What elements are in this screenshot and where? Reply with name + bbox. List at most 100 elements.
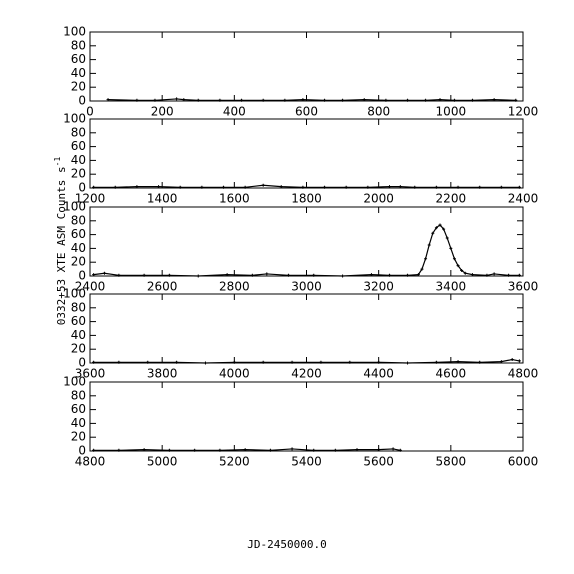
y-tick-label: 20 bbox=[71, 167, 86, 181]
x-tick-label: 5600 bbox=[363, 455, 394, 469]
x-tick-label: 6000 bbox=[508, 455, 539, 469]
data-point bbox=[290, 447, 294, 451]
data-point bbox=[92, 273, 96, 277]
data-point bbox=[135, 185, 139, 189]
data-point bbox=[323, 98, 327, 102]
y-axis-label-text: 0332+53 XTE ASM Counts s bbox=[55, 166, 68, 325]
data-point bbox=[377, 448, 381, 452]
y-tick-label: 0 bbox=[78, 269, 86, 283]
data-point bbox=[499, 360, 503, 364]
y-tick-label: 40 bbox=[71, 241, 86, 255]
y-tick-label: 80 bbox=[71, 300, 86, 314]
data-point bbox=[517, 273, 521, 277]
x-tick-label: 5400 bbox=[291, 455, 322, 469]
data-point bbox=[434, 185, 438, 189]
data-point bbox=[463, 271, 467, 275]
data-point bbox=[142, 273, 146, 277]
data-point bbox=[106, 98, 110, 102]
x-tick-label: 5200 bbox=[219, 455, 250, 469]
y-tick-label: 100 bbox=[63, 375, 86, 389]
data-point bbox=[323, 185, 327, 189]
data-point bbox=[427, 243, 431, 247]
x-tick-label: 1400 bbox=[147, 192, 178, 206]
data-point bbox=[452, 98, 456, 102]
data-point bbox=[92, 185, 96, 189]
data-point bbox=[290, 360, 294, 364]
data-point bbox=[517, 185, 521, 189]
data-point bbox=[153, 98, 157, 102]
data-point bbox=[492, 272, 496, 276]
data-point bbox=[366, 185, 370, 189]
y-tick-label: 20 bbox=[71, 342, 86, 356]
panel-frame bbox=[89, 381, 524, 452]
y-tick-label: 40 bbox=[71, 328, 86, 342]
data-point bbox=[434, 226, 438, 230]
y-tick-label: 100 bbox=[63, 25, 86, 39]
x-tick-label: 1200 bbox=[508, 105, 539, 119]
data-point bbox=[387, 185, 391, 189]
y-tick-label: 20 bbox=[71, 80, 86, 94]
data-point bbox=[398, 448, 402, 452]
data-point bbox=[387, 273, 391, 277]
data-point bbox=[225, 273, 229, 277]
x-tick-label: 2600 bbox=[147, 280, 178, 294]
data-point bbox=[243, 448, 247, 452]
data-point bbox=[319, 360, 323, 364]
data-point bbox=[196, 98, 200, 102]
data-point bbox=[514, 98, 518, 102]
data-point bbox=[344, 185, 348, 189]
data-point bbox=[384, 98, 388, 102]
data-point bbox=[301, 98, 305, 102]
data-point bbox=[391, 447, 395, 451]
y-tick-label: 80 bbox=[71, 125, 86, 139]
data-point bbox=[445, 236, 449, 240]
panel-frame bbox=[89, 293, 524, 364]
data-point bbox=[240, 98, 244, 102]
x-tick-label: 4600 bbox=[436, 367, 467, 381]
data-point bbox=[279, 185, 283, 189]
data-point bbox=[157, 185, 161, 189]
light-curve bbox=[93, 358, 520, 364]
data-point bbox=[460, 268, 464, 272]
x-tick-label: 800 bbox=[367, 105, 390, 119]
y-tick-label: 0 bbox=[78, 444, 86, 458]
y-tick-label: 60 bbox=[71, 227, 86, 241]
data-point bbox=[113, 185, 117, 189]
y-tick-label: 100 bbox=[63, 200, 86, 214]
data-point bbox=[261, 183, 265, 187]
x-tick-label: 2400 bbox=[75, 280, 106, 294]
data-point bbox=[102, 271, 106, 275]
data-point bbox=[452, 257, 456, 261]
data-point bbox=[406, 98, 410, 102]
data-point bbox=[470, 273, 474, 277]
data-point bbox=[348, 360, 352, 364]
x-axis-label: JD-2450000.0 bbox=[247, 538, 326, 551]
y-tick-label: 40 bbox=[71, 153, 86, 167]
panel-frame bbox=[89, 31, 524, 102]
y-tick-label: 60 bbox=[71, 52, 86, 66]
x-tick-label: 4800 bbox=[75, 455, 106, 469]
x-tick-label: 1800 bbox=[291, 192, 322, 206]
data-point bbox=[232, 360, 236, 364]
y-tick-label: 20 bbox=[71, 430, 86, 444]
x-tick-label: 200 bbox=[151, 105, 174, 119]
x-tick-label: 1200 bbox=[75, 192, 106, 206]
y-tick-label: 0 bbox=[78, 181, 86, 195]
x-tick-label: 0 bbox=[86, 105, 94, 119]
y-tick-label: 0 bbox=[78, 356, 86, 370]
data-point bbox=[146, 360, 150, 364]
data-point bbox=[167, 448, 171, 452]
x-tick-label: 1600 bbox=[219, 192, 250, 206]
data-point bbox=[341, 274, 345, 278]
data-point bbox=[261, 98, 265, 102]
data-point bbox=[117, 448, 121, 452]
x-tick-label: 4400 bbox=[363, 367, 394, 381]
data-point bbox=[301, 185, 305, 189]
data-point bbox=[434, 360, 438, 364]
data-point bbox=[175, 360, 179, 364]
data-point bbox=[398, 185, 402, 189]
data-point bbox=[142, 448, 146, 452]
y-axis-label: 0332+53 XTE ASM Counts s-1 bbox=[53, 157, 69, 326]
y-tick-label: 100 bbox=[63, 287, 86, 301]
data-point bbox=[478, 360, 482, 364]
